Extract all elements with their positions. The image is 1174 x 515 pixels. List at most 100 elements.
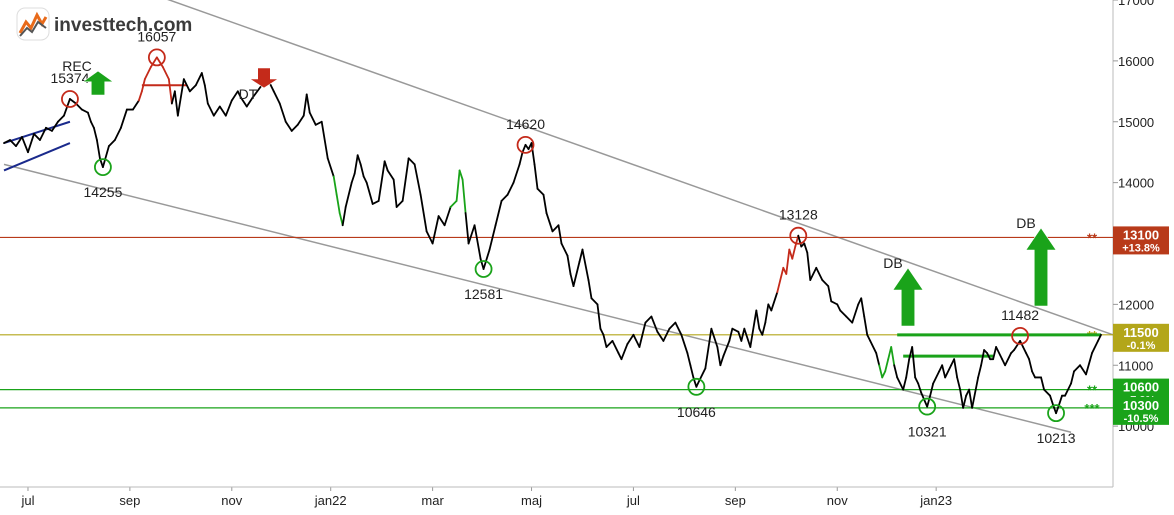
price-segment bbox=[698, 367, 707, 382]
price-segment bbox=[776, 266, 785, 294]
price-segment bbox=[386, 169, 395, 181]
price-segment bbox=[278, 102, 287, 123]
price-segment bbox=[740, 327, 746, 342]
price-segment bbox=[245, 96, 254, 108]
price-segment bbox=[662, 327, 671, 342]
price-segment bbox=[704, 327, 713, 370]
investtech-logo: investtech.com bbox=[16, 7, 192, 41]
x-tick-label: sep bbox=[725, 493, 746, 508]
pivot-markers: 15374 14255 16057 12581 14620 10646 13128 10321… bbox=[50, 28, 1075, 446]
price-segment bbox=[131, 99, 140, 111]
pivot-circle-12581 bbox=[474, 260, 493, 278]
price-segment bbox=[728, 327, 734, 342]
price-segment bbox=[674, 321, 683, 336]
price-segment bbox=[251, 84, 263, 99]
price-segment bbox=[968, 388, 974, 409]
price-segment bbox=[962, 394, 968, 409]
price-segment bbox=[686, 352, 692, 367]
price-segment bbox=[710, 327, 719, 348]
x-tick-label: jul bbox=[20, 493, 34, 508]
price-segment bbox=[464, 212, 470, 245]
price-segment bbox=[881, 370, 887, 379]
price-segment bbox=[350, 172, 356, 184]
level-value: 10600 bbox=[1123, 380, 1159, 395]
price-segment bbox=[809, 266, 818, 281]
price-segment bbox=[75, 102, 83, 111]
price-segment bbox=[533, 163, 539, 190]
price-segment bbox=[359, 163, 365, 178]
pivot-circle-13128 bbox=[789, 226, 808, 245]
pivot-circle-15374 bbox=[61, 90, 79, 108]
level-badge-10300 bbox=[1113, 396, 1169, 425]
price-segment bbox=[959, 388, 965, 409]
price-segment bbox=[51, 120, 59, 132]
price-segment bbox=[302, 93, 308, 117]
price-segment bbox=[33, 133, 41, 141]
price-segment bbox=[176, 78, 185, 117]
level-stars: ** bbox=[1087, 383, 1098, 398]
price-segment bbox=[335, 193, 341, 214]
price-segment bbox=[332, 175, 338, 196]
wedge-lower-line bbox=[3, 142, 71, 172]
price-segment bbox=[479, 257, 485, 270]
price-segment bbox=[96, 139, 101, 160]
pivot-label-10213: 10213 bbox=[1037, 430, 1076, 446]
x-tick-label: jan22 bbox=[314, 493, 347, 508]
price-segment bbox=[521, 143, 527, 154]
price-segment bbox=[449, 199, 458, 208]
pivot-circle-16057 bbox=[147, 48, 166, 67]
price-segment bbox=[590, 297, 599, 306]
price-segment bbox=[986, 352, 992, 361]
pivot-label-16057: 16057 bbox=[137, 28, 176, 44]
pivot-circle-11482 bbox=[1011, 327, 1029, 345]
price-segment bbox=[1097, 333, 1102, 342]
x-tick-label: jul bbox=[626, 493, 640, 508]
level-percent: +13.8% bbox=[1122, 242, 1160, 254]
price-segment bbox=[200, 72, 206, 87]
price-segment bbox=[596, 303, 602, 330]
price-segment bbox=[845, 315, 854, 324]
db-arrow-icon-2 bbox=[1025, 227, 1057, 307]
price-segment bbox=[212, 105, 221, 117]
price-segment bbox=[890, 346, 896, 367]
price-segment bbox=[377, 160, 386, 202]
price-segment bbox=[365, 181, 374, 205]
price-segment bbox=[893, 364, 899, 379]
price-segment bbox=[626, 333, 635, 345]
price-segment bbox=[167, 78, 173, 105]
price-line bbox=[3, 56, 1102, 415]
channel-upper-line bbox=[167, 0, 1114, 336]
x-tick-label: mar bbox=[421, 493, 444, 508]
price-segment bbox=[69, 98, 77, 105]
price-segment bbox=[797, 234, 803, 248]
price-segment bbox=[137, 90, 143, 102]
price-segment bbox=[362, 175, 368, 184]
x-tick-label: jan23 bbox=[919, 493, 952, 508]
price-segment bbox=[917, 382, 923, 394]
price-segment bbox=[356, 154, 362, 166]
price-segment bbox=[93, 126, 98, 141]
price-segment bbox=[791, 245, 797, 260]
price-segment bbox=[785, 248, 791, 275]
price-segment bbox=[1085, 352, 1093, 376]
price-segment bbox=[851, 303, 860, 324]
price-segment bbox=[407, 157, 416, 166]
pivot-circle-10213 bbox=[1047, 404, 1065, 423]
signal-label-rec: REC bbox=[62, 58, 92, 74]
price-segment bbox=[956, 376, 962, 391]
y-tick-label: 15000 bbox=[1118, 115, 1154, 130]
price-segment bbox=[45, 126, 53, 132]
price-segment bbox=[722, 339, 731, 358]
price-segment bbox=[1004, 352, 1012, 367]
price-segment bbox=[656, 330, 665, 342]
level-value: 10300 bbox=[1123, 398, 1159, 413]
price-segment bbox=[587, 279, 593, 300]
channel-lower-line bbox=[3, 163, 1072, 433]
level-badge-11500 bbox=[1113, 323, 1169, 352]
price-segment bbox=[488, 224, 497, 251]
level-percent: -0.1% bbox=[1127, 340, 1156, 352]
price-segment bbox=[500, 193, 509, 202]
price-segment bbox=[108, 139, 116, 148]
level-stars: ** bbox=[1087, 230, 1098, 245]
price-segment bbox=[944, 364, 953, 379]
